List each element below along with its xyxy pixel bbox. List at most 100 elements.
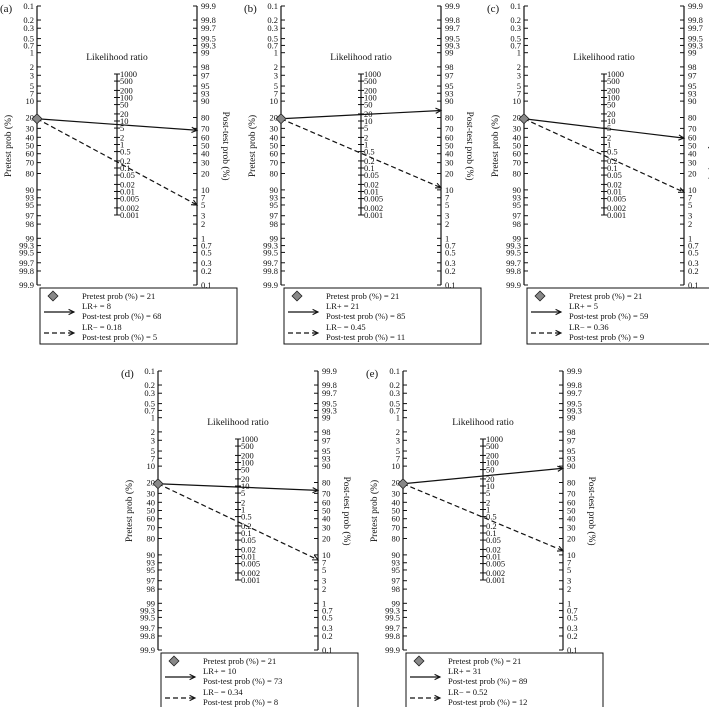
posttest-tick-label: 97: [445, 70, 454, 80]
posttest-tick-label: 40: [688, 149, 697, 159]
lr-tick-label: 0.002: [364, 203, 383, 213]
posttest-tick-label: 99.7: [445, 23, 460, 33]
pretest-tick-label: 3: [396, 435, 400, 445]
legend-lr-negative: LR− = 0.45: [326, 322, 366, 332]
pretest-tick-label: 30: [147, 488, 156, 498]
posttest-tick-label: 0.7: [567, 606, 578, 616]
posttest-tick-label: 99.3: [445, 40, 460, 50]
legend-lr-positive: LR+ = 8: [82, 301, 111, 311]
pretest-tick-label: 80: [26, 168, 35, 178]
positive-lr-line: [36, 118, 198, 131]
legend-dashed-arrow: [312, 329, 320, 337]
posttest-tick-label: 0.7: [322, 606, 333, 616]
posttest-tick-label: 10: [445, 185, 454, 195]
posttest-tick-label: 0.2: [688, 266, 699, 276]
posttest-tick-label: 0.3: [322, 623, 333, 633]
posttest-tick-label: 99.9: [201, 1, 216, 11]
pretest-tick-label: 7: [30, 88, 34, 98]
negative-lr-line: [36, 118, 198, 206]
positive-arrow-head: [435, 107, 443, 114]
posttest-tick-label: 0.3: [688, 258, 699, 268]
pretest-tick-label: 99.3: [140, 606, 155, 616]
posttest-tick-label: 90: [322, 461, 331, 471]
posttest-tick-label: 7: [567, 558, 571, 568]
pretest-tick-label: 40: [392, 497, 401, 507]
posttest-tick-label: 20: [322, 533, 331, 543]
lr-tick-label: 0.005: [607, 194, 626, 204]
posttest-tick-label: 99.5: [688, 34, 703, 44]
legend-dashed-arrow: [68, 329, 76, 337]
posttest-tick-label: 99.3: [322, 405, 337, 415]
pretest-tick-label: 0.5: [510, 34, 521, 44]
pretest-tick-label: 3: [30, 70, 34, 80]
lr-tick-label: 200: [120, 85, 133, 95]
legend-solid-arrow: [189, 673, 197, 681]
posttest-tick-label: 99.3: [567, 405, 582, 415]
pretest-tick-label: 99.5: [140, 612, 155, 622]
posttest-tick-label: 70: [567, 488, 576, 498]
posttest-tick-label: 99: [688, 48, 697, 58]
posttest-tick-label: 60: [567, 497, 576, 507]
posttest-tick-label: 93: [688, 88, 697, 98]
pretest-tick-label: 2: [274, 62, 278, 72]
pretest-tick-label: 30: [513, 123, 522, 133]
lr-tick-label: 0.001: [241, 575, 260, 585]
pretest-tick-label: 99.3: [263, 241, 278, 251]
posttest-tick-label: 0.5: [322, 612, 333, 622]
lr-tick-label: 200: [486, 450, 499, 460]
posttest-axis-title: Post-test prob (%): [341, 476, 352, 545]
posttest-tick-label: 99: [201, 48, 210, 58]
pretest-tick-label: 1: [151, 413, 155, 423]
pretest-tick-label: 99.5: [263, 247, 278, 257]
pretest-tick-label: 0.5: [267, 34, 278, 44]
pretest-tick-label: 0.2: [267, 15, 278, 25]
legend-pretest: Pretest prob (%) = 21: [569, 291, 642, 301]
pretest-tick-label: 70: [270, 158, 279, 168]
posttest-tick-label: 99.7: [201, 23, 216, 33]
pretest-tick-label: 0.7: [23, 40, 34, 50]
legend-pretest: Pretest prob (%) = 21: [82, 291, 155, 301]
posttest-tick-label: 7: [201, 193, 205, 203]
positive-arrow-head: [312, 487, 320, 494]
posttest-tick-label: 1: [688, 233, 692, 243]
lr-tick-label: 50: [241, 465, 250, 475]
lr-tick-label: 20: [120, 109, 129, 119]
pretest-tick-label: 5: [151, 446, 155, 456]
pretest-tick-label: 3: [274, 70, 278, 80]
posttest-tick-label: 5: [445, 200, 449, 210]
lr-axis-title: Likelihood ratio: [573, 53, 635, 63]
posttest-tick-label: 0.3: [567, 623, 578, 633]
pretest-tick-label: 99: [147, 598, 156, 608]
lr-tick-label: 0.02: [486, 544, 501, 554]
pretest-tick-label: 97: [270, 211, 279, 221]
posttest-tick-label: 90: [445, 96, 454, 106]
posttest-tick-label: 40: [445, 149, 454, 159]
pretest-tick-label: 2: [151, 427, 155, 437]
pretest-tick-label: 98: [147, 584, 156, 594]
pretest-tick-label: 99: [513, 233, 522, 243]
pretest-tick-label: 93: [270, 193, 279, 203]
lr-tick-label: 10: [364, 116, 373, 126]
posttest-tick-label: 95: [688, 81, 697, 91]
posttest-tick-label: 3: [201, 211, 205, 221]
pretest-tick-label: 99.9: [385, 645, 400, 655]
posttest-tick-label: 0.1: [567, 645, 578, 655]
nomogram-panel-c: (c) 0.10.20.30.50.71235710203040506070809…: [487, 1, 709, 345]
posttest-tick-label: 5: [322, 565, 326, 575]
nomogram-panel-b: (b) 0.10.20.30.50.71235710203040506070809…: [244, 1, 482, 345]
pretest-tick-label: 5: [396, 446, 400, 456]
posttest-tick-label: 10: [688, 185, 697, 195]
pretest-marker: [152, 478, 164, 490]
lr-tick-label: 5: [120, 123, 124, 133]
lr-tick-label: 0.01: [364, 187, 379, 197]
lr-tick-label: 0.001: [607, 210, 626, 220]
pretest-tick-label: 99.9: [140, 645, 155, 655]
posttest-axis-title: Post-test prob (%): [586, 476, 597, 545]
pretest-tick-label: 93: [147, 558, 156, 568]
legend-post-negative: Post-test prob (%) = 5: [82, 332, 157, 342]
pretest-tick-label: 40: [513, 132, 522, 142]
negative-arrow-head: [434, 182, 443, 189]
lr-tick-label: 0.1: [607, 163, 618, 173]
posttest-tick-label: 20: [688, 168, 697, 178]
pretest-tick-label: 10: [513, 96, 522, 106]
